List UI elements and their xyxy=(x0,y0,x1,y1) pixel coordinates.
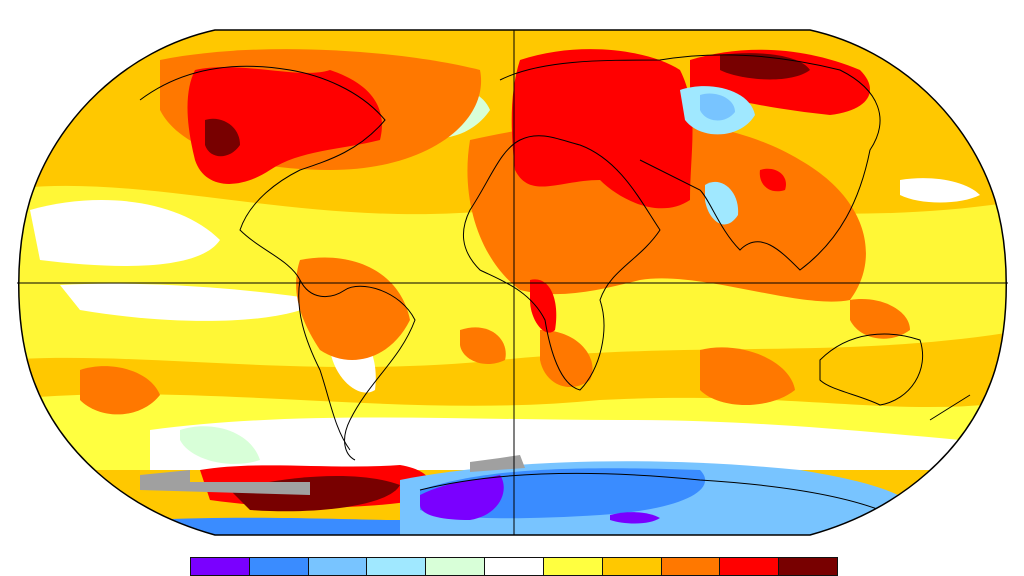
temperature-anomaly-map xyxy=(17,29,1008,536)
color-scale-legend xyxy=(190,557,838,576)
color-scale-swatch xyxy=(308,558,368,575)
color-scale-swatch xyxy=(602,558,662,575)
color-scale-swatch xyxy=(661,558,721,575)
anomaly-field xyxy=(18,30,1007,535)
color-scale-swatch xyxy=(779,558,837,575)
color-scale-swatch xyxy=(249,558,309,575)
color-scale-swatch xyxy=(485,558,544,575)
color-scale-swatch xyxy=(543,558,603,575)
color-scale-swatch xyxy=(367,558,427,575)
color-scale-swatch xyxy=(191,558,250,575)
color-scale-swatch xyxy=(720,558,780,575)
map-border xyxy=(18,29,1007,536)
coastlines xyxy=(139,54,971,511)
color-scale-swatch xyxy=(426,558,486,575)
